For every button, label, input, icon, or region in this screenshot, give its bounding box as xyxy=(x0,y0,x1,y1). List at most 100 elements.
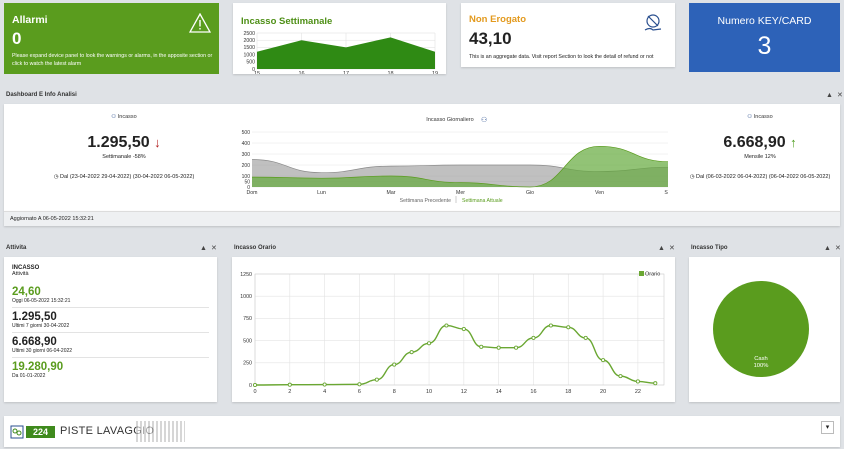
collapse-icon[interactable]: ▲ xyxy=(658,245,665,252)
data-point xyxy=(479,344,484,349)
tipo-controls: ▲ ✕ xyxy=(820,244,841,252)
y-tick-label: 750 xyxy=(243,316,252,322)
slice-value-label: 100% xyxy=(754,363,769,369)
data-point xyxy=(322,382,327,387)
x-tick-label: 10 xyxy=(426,389,432,395)
dashboard-controls: ▲ ✕ xyxy=(822,91,843,99)
keycard-value: 3 xyxy=(757,32,772,60)
alarms-tile[interactable]: Allarmi 0 Please expand device panel to … xyxy=(4,3,219,74)
x-tick-label: 0 xyxy=(253,389,256,395)
list-item: 6.668,90 Ultimi 30 giorni 06-04-2022 xyxy=(12,333,209,358)
alarms-title: Allarmi xyxy=(12,14,48,26)
data-point xyxy=(653,381,658,386)
data-point xyxy=(583,335,588,340)
hourly-panel-title: Incasso Orario xyxy=(234,245,277,251)
close-icon[interactable]: ✕ xyxy=(210,245,217,252)
data-point xyxy=(601,358,606,363)
legend-item: Settimana Precedente xyxy=(400,198,451,204)
weekly-kpi-value: 1.295,50 xyxy=(87,134,150,151)
weekly-income-tile: Incasso Settimanale 0 500 1000 1500 2000 2500… xyxy=(233,3,446,74)
x-tick-label: 4 xyxy=(323,389,326,395)
list-item: 19.280,90 Da 01-01-2022 xyxy=(12,358,209,382)
data-point xyxy=(496,345,501,350)
chevron-down-icon[interactable]: ▾ xyxy=(821,421,834,434)
attivita-heading: INCASSO xyxy=(12,265,40,271)
slice-label: Cash xyxy=(754,356,768,362)
x-tick-label: Sab xyxy=(664,190,668,196)
data-point xyxy=(426,341,432,346)
non-erogato-description: This is an aggregate data. Visit report … xyxy=(469,54,654,60)
activity-label: Oggi 06-05-2022 15:32:21 xyxy=(12,298,71,304)
x-tick-label: Ven xyxy=(595,190,604,196)
data-point xyxy=(566,325,571,330)
series-area xyxy=(252,146,668,187)
refund-icon xyxy=(644,14,662,31)
y-tick-label: 1250 xyxy=(240,272,252,278)
collapse-icon[interactable]: ▲ xyxy=(824,245,831,252)
x-tick-label: 15 xyxy=(254,71,260,74)
data-point xyxy=(392,362,397,367)
series-line xyxy=(254,324,656,386)
qr-code-image xyxy=(136,421,185,442)
collapse-icon[interactable]: ▲ xyxy=(826,92,833,99)
data-point xyxy=(635,379,640,384)
alarms-count: 0 xyxy=(12,29,22,48)
data-point xyxy=(409,350,414,355)
x-tick-label: Mar xyxy=(387,190,396,196)
close-icon[interactable]: ✕ xyxy=(668,245,675,252)
monthly-kpi: ⚇ Incasso 6.668,90 ↑ Mensile 12% ◷ Dal (… xyxy=(680,114,840,180)
y-tick-label: 1000 xyxy=(243,52,255,58)
monthly-kpi-sub: Mensile 12% xyxy=(744,154,776,160)
y-tick-label: 0 xyxy=(247,185,250,191)
users-icon: ⚇ xyxy=(111,114,117,120)
attivita-panel: INCASSO Attività 24,60 Oggi 06-05-2022 1… xyxy=(4,257,217,402)
data-point xyxy=(374,377,379,382)
clock-icon: ◷ xyxy=(689,174,695,180)
chart-title: Incasso Giornaliero xyxy=(426,117,473,123)
tipo-panel-title: Incasso Tipo xyxy=(691,245,728,251)
weekly-kpi-label: Incasso xyxy=(117,114,137,120)
collapse-icon[interactable]: ▲ xyxy=(200,245,207,252)
hourly-controls: ▲ ✕ xyxy=(654,244,675,252)
dashboard-section-title: Dashboard E Info Analisi xyxy=(6,92,77,98)
car-wash-icon xyxy=(10,425,24,439)
non-erogato-tile: Non Erogato 43,10 This is an aggregate d… xyxy=(461,3,675,67)
weekly-kpi: ⚇ Incasso 1.295,50 ↓ Settimanale -58% ◷ … xyxy=(44,114,204,180)
series-line xyxy=(251,145,668,188)
x-tick-label: 16 xyxy=(298,71,304,74)
monthly-kpi-value: 6.668,90 xyxy=(723,134,786,151)
attivita-subheading: Attività xyxy=(12,271,29,277)
warning-icon xyxy=(189,13,211,33)
alarms-description: Please expand device panel to look the w… xyxy=(12,53,213,67)
weekly-area xyxy=(257,37,435,69)
data-point xyxy=(357,382,362,387)
data-point xyxy=(252,382,258,388)
keycard-tile[interactable]: Numero KEY/CARD 3 xyxy=(689,3,840,72)
list-item: 24,60 Oggi 06-05-2022 15:32:21 xyxy=(12,283,209,308)
non-erogato-title: Non Erogato xyxy=(469,14,526,25)
x-tick-label: 6 xyxy=(358,389,361,395)
y-tick-label: 1500 xyxy=(243,45,255,51)
y-tick-label: 0 xyxy=(249,383,252,389)
monthly-kpi-label: Incasso xyxy=(753,114,773,120)
dashboard-updated: Aggiornato A 06-05-2022 15:32:21 xyxy=(4,211,840,226)
y-tick-label: 0 xyxy=(252,67,255,73)
y-tick-label: 100 xyxy=(242,174,251,180)
hourly-income-panel: 0 250 500 750 1000 1250 0 2 4 6 8 10 12 14 16 18 20 22 Ora… xyxy=(232,257,675,402)
arrow-up-icon: ↑ xyxy=(790,135,797,150)
x-tick-label: 2 xyxy=(288,389,291,395)
y-tick-label: 500 xyxy=(243,338,252,344)
activity-value: 19.280,90 xyxy=(12,361,64,373)
footer-bar: 224 PISTE LAVAGGIO ▾ xyxy=(4,416,840,447)
close-icon[interactable]: ✕ xyxy=(834,245,841,252)
activity-label: Da 01-01-2022 xyxy=(12,373,46,379)
data-point xyxy=(287,382,292,387)
close-icon[interactable]: ✕ xyxy=(836,92,843,99)
income-type-panel: Cash 100% xyxy=(689,257,840,402)
y-tick-label: 1000 xyxy=(240,294,252,300)
y-tick-label: 500 xyxy=(242,130,251,136)
y-tick-label: 200 xyxy=(242,163,251,169)
